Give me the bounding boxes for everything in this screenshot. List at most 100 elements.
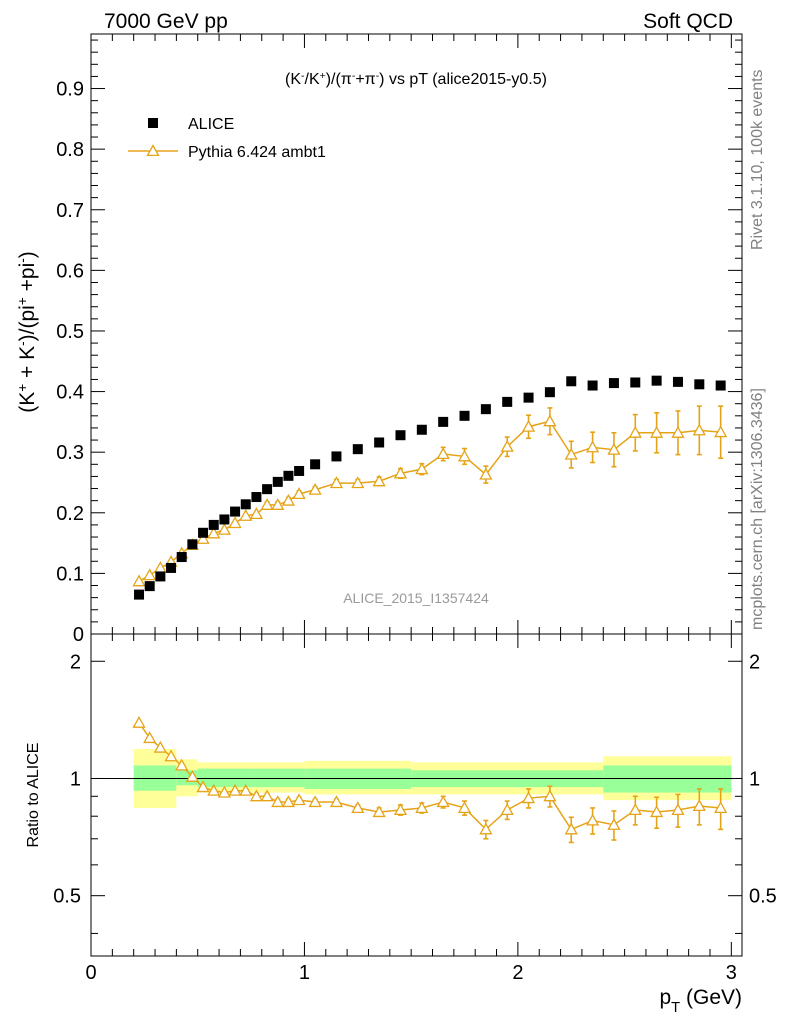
ratio-y-tick-label-right: 0.5 — [749, 886, 777, 908]
data-point — [208, 519, 219, 530]
data-point — [251, 492, 262, 503]
data-point — [587, 380, 598, 391]
data-point — [144, 581, 155, 592]
data-point — [480, 404, 491, 415]
mc-line — [138, 420, 721, 582]
data-point — [155, 571, 166, 582]
ratio-mc-point — [329, 795, 344, 808]
mc-point — [415, 462, 429, 475]
mc-point — [217, 522, 232, 535]
ratio-mc-point — [628, 803, 642, 816]
ratio-mc-point — [436, 795, 450, 808]
ratio-mc-series — [132, 715, 728, 844]
mc-point — [692, 423, 706, 436]
ratio-mc-point — [239, 783, 253, 796]
legend-mc-label: Pythia 6.424 ambt1 — [188, 144, 326, 161]
data-point — [502, 396, 513, 407]
ratio-y-tick-label-right: 2 — [749, 651, 760, 673]
data-point — [272, 476, 283, 487]
mc-point — [479, 467, 493, 480]
x-axis-label: pT (GeV) — [659, 986, 742, 1016]
y-tick-label: 0.6 — [56, 260, 84, 282]
mc-point — [500, 439, 514, 452]
ratio-y-tick-label-right: 1 — [749, 768, 760, 790]
ratio-mc-point — [351, 801, 365, 814]
y-tick-label: 0.7 — [56, 200, 84, 222]
inner-band-segment — [603, 765, 732, 793]
mc-point — [671, 425, 685, 438]
mc-point — [714, 425, 728, 438]
ratio-mc-point — [372, 805, 386, 818]
ratio-mc-point — [671, 803, 685, 816]
mc-point — [260, 498, 274, 510]
data-point — [283, 470, 294, 481]
y-tick-label: 0.4 — [56, 382, 84, 404]
y-axis-label: (K+ + K-)/(pi+ +pi-) — [15, 251, 40, 413]
y-tick-label: 0.1 — [56, 563, 84, 585]
data-point — [459, 410, 470, 421]
mc-series — [132, 405, 728, 587]
ratio-mc-point — [292, 793, 306, 806]
mc-point — [628, 425, 642, 438]
data-point — [544, 387, 555, 398]
y-tick-label: 0.8 — [56, 139, 84, 161]
ratio-mc-point — [479, 822, 493, 835]
ratio-y-tick-label: 1 — [70, 768, 81, 790]
mc-point — [308, 482, 322, 495]
data-point — [651, 375, 662, 386]
ratio-mc-point — [500, 803, 514, 816]
ratio-mc-point — [143, 731, 157, 744]
ratio-mc-point — [164, 749, 178, 762]
mc-point — [457, 449, 472, 462]
x-tick-label: 0 — [85, 962, 96, 984]
mc-point — [196, 532, 210, 544]
data-point — [262, 484, 273, 495]
data-point — [187, 539, 198, 550]
ratio-mc-point — [692, 799, 706, 812]
data-point — [523, 392, 534, 403]
ratio-mc-point — [564, 822, 578, 835]
mc-point — [207, 526, 221, 539]
ratio-mc-point — [308, 795, 322, 808]
data-point — [352, 444, 363, 455]
ratio-mc-point — [249, 789, 264, 802]
data-series — [134, 375, 726, 600]
data-point — [219, 514, 230, 525]
data-point — [416, 424, 427, 435]
ratio-mc-point — [271, 795, 285, 808]
ratio-mc-point — [607, 818, 621, 830]
mc-point — [393, 466, 408, 479]
x-tick-label: 3 — [726, 962, 737, 984]
ratio-mc-point — [415, 801, 429, 814]
data-point — [198, 527, 209, 538]
data-point — [294, 465, 305, 476]
ratio-mc-point — [185, 769, 199, 782]
mc-point — [351, 476, 365, 489]
mc-point — [271, 498, 285, 510]
data-point — [608, 378, 619, 389]
data-point — [230, 506, 241, 517]
y-tick-label: 0.2 — [56, 503, 84, 525]
data-point — [176, 552, 187, 563]
mc-point — [281, 493, 296, 506]
data-point — [331, 451, 342, 462]
energy-label: 7000 GeV pp — [104, 10, 228, 33]
ratio-mc-point — [393, 803, 408, 816]
inner-band-segment — [251, 768, 305, 788]
mc-point — [132, 574, 146, 587]
mc-point — [239, 508, 253, 521]
ratio-mc-point — [228, 783, 242, 796]
ratio-mc-point — [175, 758, 189, 771]
mc-point — [607, 442, 621, 455]
legend: ALICE Pythia 6.424 ambt1 — [128, 116, 326, 161]
ratio-mc-point — [281, 795, 296, 808]
mc-point — [153, 561, 167, 573]
ratio-mc-point — [207, 783, 221, 796]
legend-data-label: ALICE — [188, 116, 234, 133]
x-tick-label: 1 — [299, 962, 310, 984]
mc-point — [543, 414, 557, 427]
y-tick-label: 0 — [73, 624, 84, 646]
data-point — [166, 562, 177, 573]
mcplots-label: mcplots.cern.ch [arXiv:1306.3436] — [749, 388, 766, 630]
